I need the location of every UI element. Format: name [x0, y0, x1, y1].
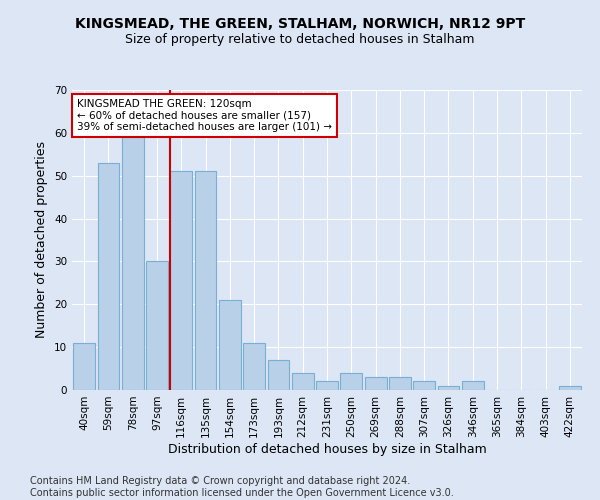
Y-axis label: Number of detached properties: Number of detached properties	[35, 142, 49, 338]
Bar	[316, 382, 338, 390]
Bar	[73, 343, 95, 390]
Bar	[243, 343, 265, 390]
Bar	[462, 382, 484, 390]
Bar	[340, 373, 362, 390]
Bar	[122, 137, 143, 390]
Text: KINGSMEAD THE GREEN: 120sqm
← 60% of detached houses are smaller (157)
39% of se: KINGSMEAD THE GREEN: 120sqm ← 60% of det…	[77, 99, 332, 132]
Text: KINGSMEAD, THE GREEN, STALHAM, NORWICH, NR12 9PT: KINGSMEAD, THE GREEN, STALHAM, NORWICH, …	[75, 18, 525, 32]
Bar	[559, 386, 581, 390]
Bar	[292, 373, 314, 390]
Bar	[146, 262, 168, 390]
X-axis label: Distribution of detached houses by size in Stalham: Distribution of detached houses by size …	[167, 442, 487, 456]
Bar	[365, 377, 386, 390]
Text: Size of property relative to detached houses in Stalham: Size of property relative to detached ho…	[125, 32, 475, 46]
Bar	[437, 386, 460, 390]
Text: Contains HM Land Registry data © Crown copyright and database right 2024.
Contai: Contains HM Land Registry data © Crown c…	[30, 476, 454, 498]
Bar	[389, 377, 411, 390]
Bar	[268, 360, 289, 390]
Bar	[413, 382, 435, 390]
Bar	[194, 172, 217, 390]
Bar	[219, 300, 241, 390]
Bar	[97, 163, 119, 390]
Bar	[170, 172, 192, 390]
